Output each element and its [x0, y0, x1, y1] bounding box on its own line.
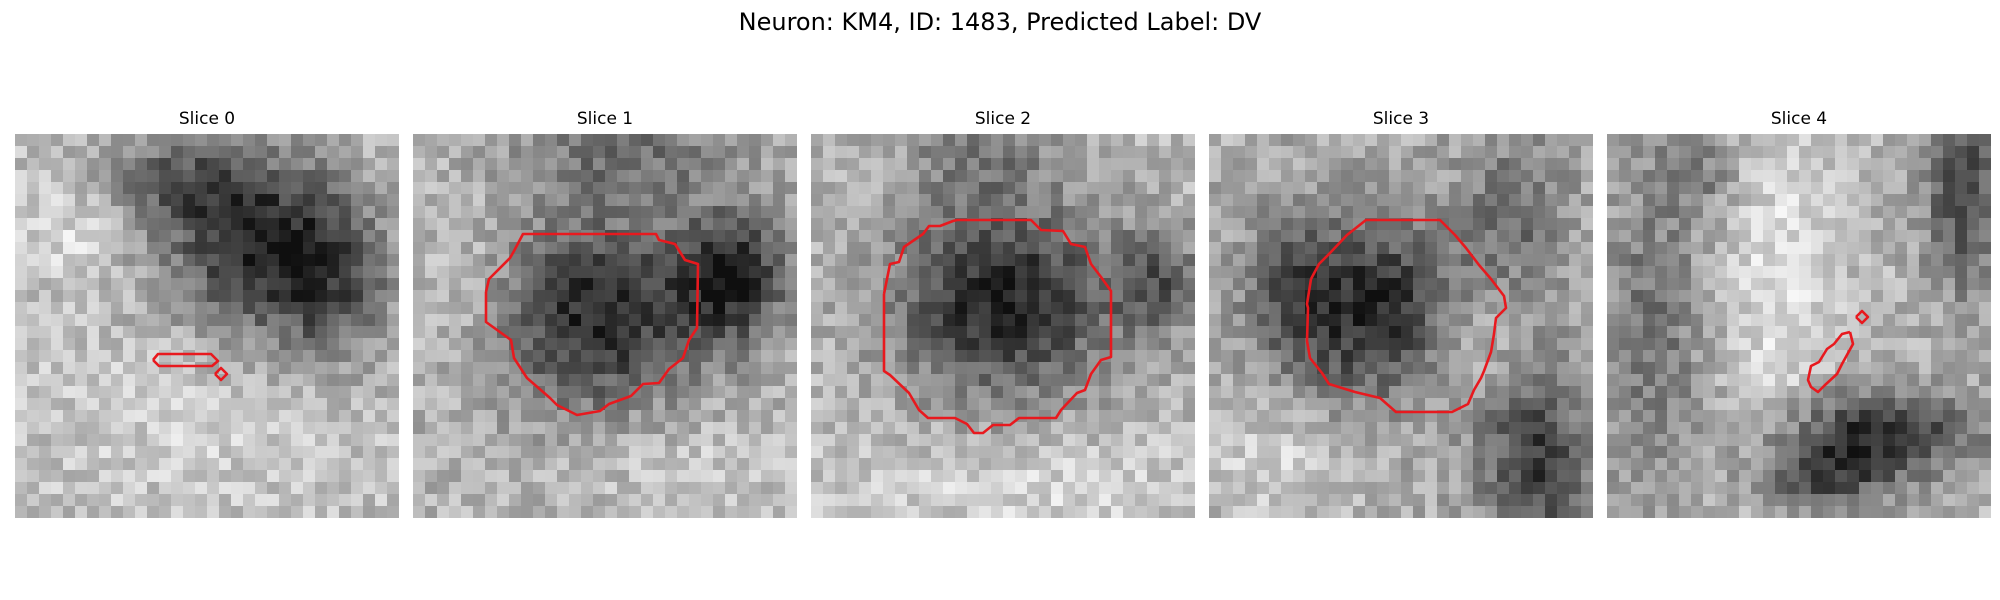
slice-image-4: [1607, 134, 1991, 518]
pixel-grid: [15, 134, 399, 518]
pixel-grid: [1607, 134, 1991, 518]
roi-contour-0-0: [152, 352, 220, 368]
pixel-grid: [413, 134, 797, 518]
roi-contour-1-0: [484, 232, 700, 417]
figure-title: Neuron: KM4, ID: 1483, Predicted Label: …: [738, 8, 1262, 36]
slice-image-2: [811, 134, 1195, 518]
slice-title-4: Slice 4: [1770, 109, 1828, 129]
pixel-grid: [811, 134, 1195, 518]
roi-contour-3-0: [1305, 218, 1508, 414]
slice-panel-4: Slice 4: [1607, 108, 1991, 520]
slice-image-1: [413, 134, 797, 518]
slice-title-1: Slice 1: [576, 109, 634, 129]
slice-title-0: Slice 0: [178, 109, 236, 129]
slice-title-2: Slice 2: [974, 109, 1032, 129]
slice-panel-1: Slice 1: [413, 108, 797, 520]
slice-title-3: Slice 3: [1372, 109, 1430, 129]
roi-contour-4-1: [1806, 330, 1855, 394]
roi-contour-0-1: [214, 366, 229, 382]
roi-contour-4-0: [1855, 309, 1870, 325]
pixel-grid: [1209, 134, 1593, 518]
slice-panel-2: Slice 2: [811, 108, 1195, 520]
slice-panel-0: Slice 0: [15, 108, 399, 520]
slice-image-3: [1209, 134, 1593, 518]
roi-contour-2-0: [882, 218, 1113, 435]
slice-panel-3: Slice 3: [1209, 108, 1593, 520]
slice-image-0: [15, 134, 399, 518]
